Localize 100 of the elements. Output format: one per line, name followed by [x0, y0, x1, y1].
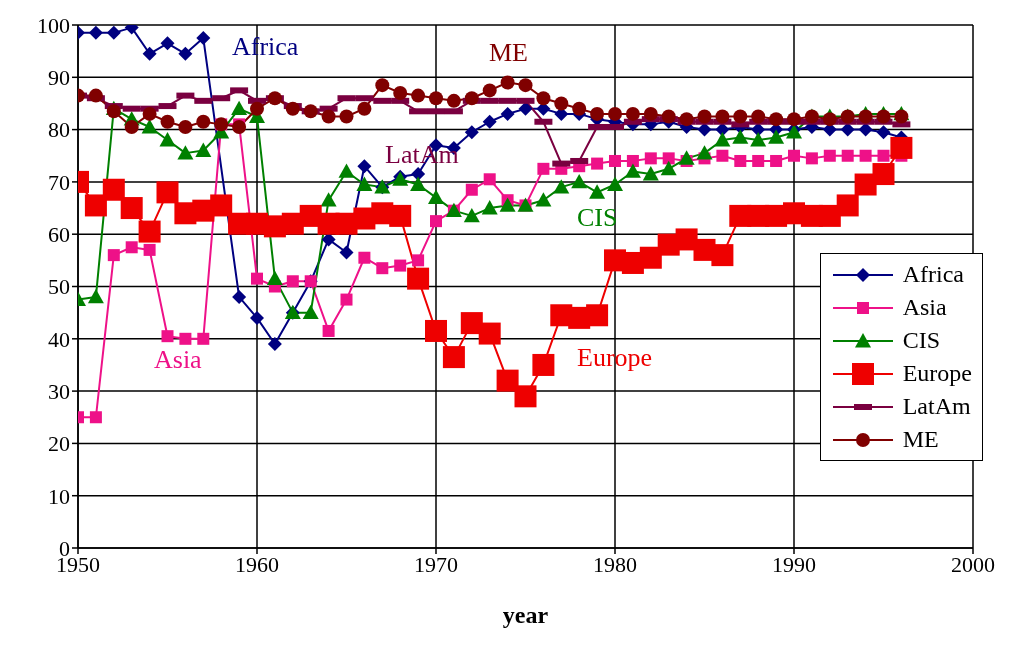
point	[142, 46, 157, 61]
point	[320, 192, 337, 207]
point	[858, 122, 873, 137]
point	[589, 184, 606, 199]
point	[841, 149, 854, 162]
point	[88, 88, 103, 103]
point	[679, 112, 694, 127]
point	[625, 106, 640, 121]
point	[609, 154, 621, 167]
point	[375, 78, 390, 93]
point	[571, 173, 588, 189]
point	[159, 132, 176, 147]
point	[303, 104, 318, 119]
point	[141, 118, 158, 134]
point	[697, 109, 712, 124]
point	[872, 163, 895, 186]
point	[178, 46, 193, 61]
y-tick-label: 60	[48, 222, 70, 248]
x-axis-title: year	[502, 602, 549, 628]
point	[607, 176, 623, 191]
point	[322, 324, 335, 337]
point	[624, 163, 641, 178]
point	[876, 109, 891, 124]
point	[412, 254, 425, 267]
x-tick-label: 1980	[593, 551, 637, 577]
y-tick-label: 80	[48, 117, 70, 143]
point	[102, 178, 125, 201]
point	[822, 112, 837, 127]
point	[251, 272, 263, 285]
y-tick-label: 10	[48, 483, 70, 509]
point	[120, 197, 143, 220]
point	[877, 149, 890, 162]
y-tick-label: 90	[48, 65, 70, 91]
point	[407, 267, 430, 290]
point	[339, 245, 354, 260]
point	[430, 215, 442, 228]
point	[463, 207, 480, 223]
point	[87, 288, 104, 304]
point	[89, 411, 102, 424]
point	[890, 136, 913, 159]
point	[478, 322, 501, 345]
point	[357, 159, 372, 174]
point	[854, 173, 877, 196]
point	[715, 109, 730, 124]
point	[460, 312, 483, 335]
point	[411, 88, 426, 103]
point	[321, 232, 336, 247]
point	[894, 109, 909, 124]
point	[876, 125, 891, 140]
point	[429, 91, 443, 106]
point	[232, 289, 247, 304]
point	[389, 204, 412, 227]
point	[535, 192, 552, 207]
y-tick-label: 100	[37, 12, 70, 38]
point	[626, 154, 639, 167]
legend-label: LatAm	[902, 393, 971, 420]
y-tick-label: 30	[48, 378, 70, 404]
point	[302, 304, 319, 320]
point	[662, 152, 675, 165]
point	[840, 122, 855, 137]
point	[750, 132, 767, 147]
point	[537, 162, 550, 175]
x-tick-label: 1960	[235, 551, 279, 577]
point	[106, 25, 121, 40]
point	[500, 106, 515, 121]
point	[572, 101, 587, 116]
point	[751, 109, 766, 124]
point	[107, 249, 120, 262]
legend-label: ME	[902, 426, 939, 453]
point	[711, 244, 734, 267]
point	[752, 154, 765, 167]
point	[532, 353, 555, 376]
point	[106, 104, 121, 119]
point	[518, 78, 533, 93]
point	[356, 176, 373, 191]
point	[553, 179, 570, 194]
point	[643, 106, 658, 121]
point	[769, 112, 784, 127]
point	[197, 332, 210, 345]
point	[661, 109, 676, 124]
point	[160, 36, 175, 51]
point	[231, 100, 248, 116]
legend-label: Asia	[902, 294, 947, 321]
annotation: Asia	[153, 345, 203, 374]
point	[321, 109, 336, 124]
point	[210, 194, 233, 217]
point	[411, 167, 426, 182]
point	[586, 304, 609, 327]
point	[177, 145, 194, 160]
point	[394, 259, 407, 272]
point	[340, 293, 353, 306]
point	[196, 114, 211, 129]
y-tick-label: 20	[48, 431, 70, 457]
point	[358, 251, 371, 264]
point	[499, 197, 516, 212]
y-tick-label: 50	[48, 274, 70, 300]
point	[178, 119, 193, 134]
point	[286, 275, 299, 288]
point	[732, 129, 749, 144]
legend-label: Africa	[902, 261, 964, 288]
